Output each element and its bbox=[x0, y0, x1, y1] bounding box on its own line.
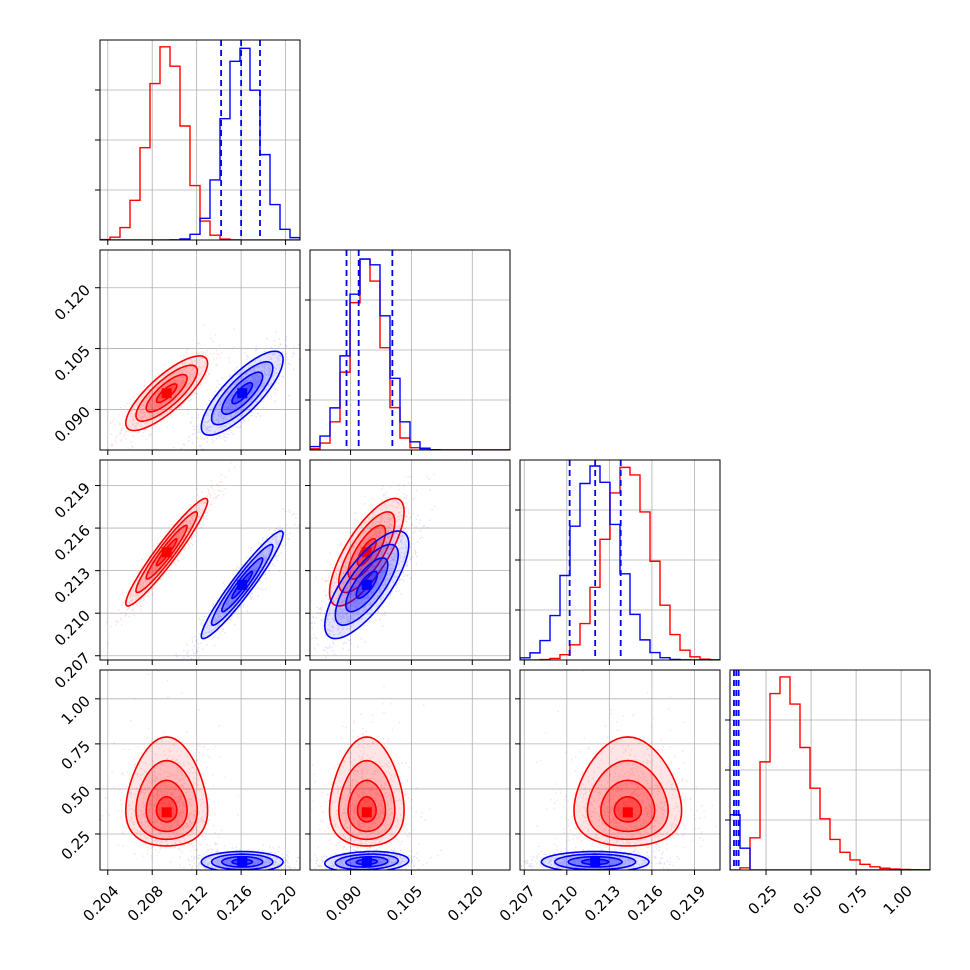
y-tick-label-2-2: 0.213 bbox=[51, 564, 94, 607]
panel-content-3-3 bbox=[730, 670, 930, 870]
x-tick-label-1-0: 0.090 bbox=[322, 882, 365, 925]
contour-series-0-level-1 bbox=[347, 779, 387, 833]
panel-content-3-0 bbox=[100, 670, 300, 870]
panel-content-1-0 bbox=[100, 250, 300, 450]
panel-3-2 bbox=[515, 669, 721, 875]
panel-3-0 bbox=[95, 669, 301, 875]
x-tick-label-2-4: 0.219 bbox=[666, 882, 709, 925]
panel-frame-1-0 bbox=[99, 249, 301, 451]
panel-2-1 bbox=[305, 459, 511, 665]
x-tick-label-3-3: 1.00 bbox=[880, 882, 916, 918]
y-tick-label-1-1: 0.105 bbox=[51, 342, 94, 385]
contour-series-0-level-1 bbox=[145, 779, 188, 833]
density-peak-1 bbox=[361, 579, 372, 590]
panel-3-1 bbox=[305, 669, 511, 875]
y-tick-label-2-1: 0.210 bbox=[51, 606, 94, 649]
panel-frame-2-0 bbox=[99, 459, 301, 661]
x-tick-label-0-4: 0.220 bbox=[257, 882, 300, 925]
scatter-series-0 bbox=[100, 461, 236, 654]
panel-3-3 bbox=[725, 669, 931, 875]
x-tick-label-0-1: 0.208 bbox=[124, 882, 167, 925]
panel-2-0 bbox=[95, 459, 301, 665]
y-tick-label-3-0: 0.25 bbox=[58, 827, 94, 863]
density-peak-1 bbox=[361, 856, 372, 867]
y-tick-label-2-3: 0.216 bbox=[51, 521, 94, 564]
density-peak-1 bbox=[237, 579, 248, 590]
density-peak-1 bbox=[590, 856, 601, 867]
panel-content-2-0 bbox=[100, 460, 300, 660]
x-tick-label-3-2: 0.75 bbox=[835, 882, 871, 918]
scatter-series-1 bbox=[310, 489, 436, 660]
histogram-series-0 bbox=[310, 258, 510, 450]
contour-series-0-level-3 bbox=[328, 736, 405, 847]
density-peak-0 bbox=[361, 547, 372, 558]
x-tick-label-1-1: 0.105 bbox=[383, 882, 426, 925]
scatter-series-1 bbox=[310, 841, 442, 870]
panel-content-0-0 bbox=[100, 40, 300, 240]
panel-2-2 bbox=[515, 459, 721, 665]
contour-series-0-level-2 bbox=[135, 759, 199, 841]
y-tick-label-2-0: 0.207 bbox=[51, 649, 94, 692]
panel-frame-3-1 bbox=[309, 669, 511, 871]
contour-series-0-level-2 bbox=[586, 759, 670, 841]
x-tick-label-2-0: 0.207 bbox=[496, 882, 539, 925]
density-peak-0 bbox=[361, 807, 372, 818]
x-tick-label-0-2: 0.212 bbox=[168, 882, 211, 925]
contour-series-0-level-3 bbox=[124, 736, 209, 847]
x-tick-label-0-0: 0.204 bbox=[79, 882, 122, 925]
panel-1-1 bbox=[305, 249, 511, 455]
panel-1-0 bbox=[95, 249, 301, 455]
x-tick-label-2-2: 0.213 bbox=[581, 882, 624, 925]
scatter-series-0 bbox=[311, 685, 431, 858]
scatter-series-0 bbox=[536, 670, 718, 864]
histogram-series-0 bbox=[730, 676, 930, 870]
y-tick-label-2-4: 0.219 bbox=[51, 479, 94, 522]
density-peak-0 bbox=[622, 807, 633, 818]
contour-series-0-level-3 bbox=[573, 736, 683, 847]
x-tick-label-2-1: 0.210 bbox=[538, 882, 581, 925]
x-tick-label-1-2: 0.120 bbox=[444, 882, 487, 925]
contour-series-0-level-2 bbox=[337, 759, 396, 841]
histogram-series-0 bbox=[100, 46, 300, 240]
density-peak-1 bbox=[237, 856, 248, 867]
panel-content-3-1 bbox=[310, 670, 510, 870]
x-tick-label-3-1: 0.50 bbox=[789, 882, 825, 918]
panel-content-1-1 bbox=[310, 250, 510, 450]
density-peak-1 bbox=[237, 388, 248, 399]
y-tick-label-3-2: 0.75 bbox=[58, 737, 94, 773]
x-tick-label-2-3: 0.216 bbox=[624, 882, 667, 925]
x-tick-label-3-0: 0.25 bbox=[744, 882, 780, 918]
y-tick-label-3-1: 0.50 bbox=[58, 782, 94, 818]
density-peak-0 bbox=[161, 388, 172, 399]
x-tick-label-0-3: 0.216 bbox=[213, 882, 256, 925]
density-peak-0 bbox=[161, 547, 172, 558]
density-peak-0 bbox=[161, 807, 172, 818]
panel-frame-2-1 bbox=[309, 459, 511, 661]
y-tick-label-1-2: 0.120 bbox=[51, 281, 94, 324]
panel-0-0 bbox=[95, 39, 301, 245]
panel-content-2-2 bbox=[520, 460, 720, 660]
histogram-series-1 bbox=[730, 813, 930, 870]
panel-frame-3-0 bbox=[99, 669, 301, 871]
y-tick-label-3-3: 1.00 bbox=[58, 692, 94, 728]
y-tick-label-1-0: 0.090 bbox=[51, 403, 94, 446]
contour-series-0-level-1 bbox=[600, 779, 656, 833]
panel-content-2-1 bbox=[310, 460, 510, 660]
panel-content-3-2 bbox=[520, 670, 720, 870]
panel-frame-3-2 bbox=[519, 669, 721, 871]
